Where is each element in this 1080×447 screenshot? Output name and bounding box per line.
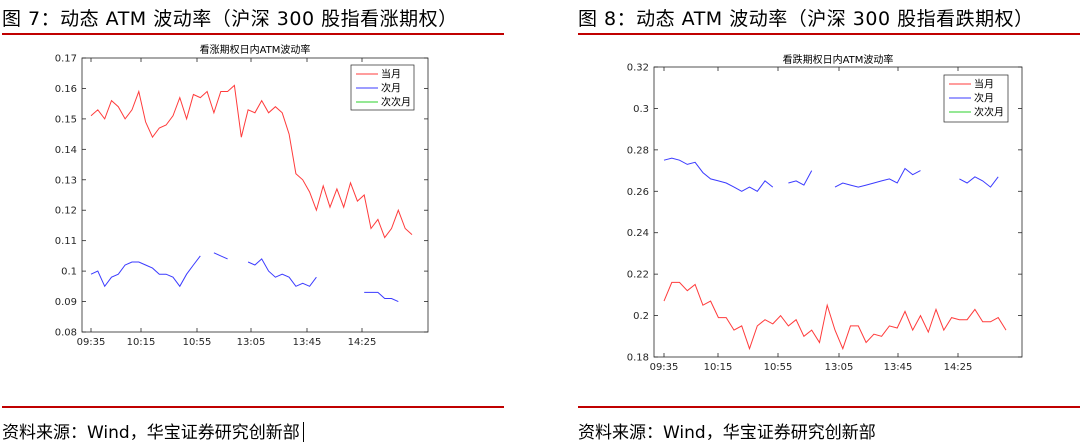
x-tick-label: 09:35 — [77, 337, 106, 348]
legend-label: 当月 — [381, 68, 401, 81]
source-divider — [2, 406, 504, 408]
source-text: 资料来源：Wind，华宝证券研究创新部 — [2, 423, 300, 443]
y-tick-label: 0.32 — [627, 63, 649, 74]
y-tick-label: 0.11 — [55, 236, 77, 247]
series-line — [959, 176, 999, 188]
source-note: 资料来源：Wind，华宝证券研究创新部 — [2, 418, 304, 443]
call-atm-iv-chart: 看涨期权日内ATM波动率 0.08 0.09 0.1 0.11 0.12 0.13 0.14 0… — [55, 43, 429, 348]
legend-label: 次月 — [974, 92, 994, 105]
source-text: 资料来源：Wind，华宝证券研究创新部 — [578, 423, 876, 443]
y-tick-label: 0.3 — [633, 104, 649, 115]
y-tick-label: 0.13 — [55, 175, 77, 186]
legend-label: 当月 — [974, 78, 994, 91]
y-tick-label: 0.22 — [627, 270, 649, 281]
chart-title: 看涨期权日内ATM波动率 — [200, 43, 311, 56]
series-line — [90, 84, 413, 239]
y-tick-label: 0.1 — [61, 267, 77, 278]
y-tick-label: 0.09 — [55, 297, 77, 308]
title-divider — [2, 33, 504, 35]
y-tick-label: 0.08 — [55, 328, 77, 339]
figure-panel-put: 图 8：动态 ATM 波动率（沪深 300 股指看跌期权） 看跌期权日内ATM波… — [578, 0, 1080, 447]
x-tick-label: 10:15 — [127, 337, 156, 348]
y-tick-label: 0.16 — [55, 84, 77, 95]
y-tick-label: 0.18 — [627, 353, 649, 364]
figure-title: 图 8：动态 ATM 波动率（沪深 300 股指看跌期权） — [578, 8, 1034, 30]
x-tick-label: 14:25 — [348, 337, 377, 348]
put-atm-iv-chart: 看跌期权日内ATM波动率 0.18 0.2 0.22 0.24 0.26 0.28 0.3 0.… — [627, 53, 1023, 373]
x-tick-label: 14:25 — [944, 362, 973, 373]
x-tick-label: 13:05 — [825, 362, 854, 373]
y-tick-label: 0.24 — [627, 228, 649, 239]
source-divider — [578, 406, 1080, 408]
legend-label: 次月 — [381, 82, 401, 95]
legend-label: 次次月 — [974, 106, 1004, 119]
series-line — [213, 252, 228, 260]
y-tick-label: 0.15 — [55, 114, 77, 125]
series-line — [247, 258, 317, 287]
x-tick-label: 13:45 — [884, 362, 913, 373]
series-line — [663, 281, 1007, 351]
series-line — [663, 157, 774, 192]
x-tick-label: 09:35 — [650, 362, 679, 373]
text-cursor — [302, 422, 304, 442]
y-tick-label: 0.26 — [627, 187, 649, 198]
y-tick-label: 0.28 — [627, 145, 649, 156]
y-tick-label: 0.14 — [55, 145, 77, 156]
series-line — [90, 255, 201, 288]
series-line — [834, 167, 921, 188]
y-tick-label: 0.2 — [633, 311, 649, 322]
x-tick-label: 10:15 — [704, 362, 733, 373]
x-tick-label: 13:05 — [237, 337, 266, 348]
chart-title: 看跌期权日内ATM波动率 — [783, 53, 894, 66]
x-tick-label: 10:55 — [183, 337, 212, 348]
series-line — [364, 291, 399, 303]
figure-panel-call: 图 7：动态 ATM 波动率（沪深 300 股指看涨期权） 看涨期权日内ATM波… — [2, 0, 504, 447]
y-tick-label: 0.17 — [55, 54, 77, 65]
figure-title: 图 7：动态 ATM 波动率（沪深 300 股指看涨期权） — [2, 8, 458, 30]
x-tick-label: 10:55 — [764, 362, 793, 373]
x-tick-label: 13:45 — [293, 337, 322, 348]
legend-label: 次次月 — [381, 96, 411, 109]
title-divider — [578, 33, 1080, 35]
series-line — [788, 170, 813, 186]
y-tick-label: 0.12 — [55, 206, 77, 217]
source-note: 资料来源：Wind，华宝证券研究创新部 — [578, 418, 876, 443]
